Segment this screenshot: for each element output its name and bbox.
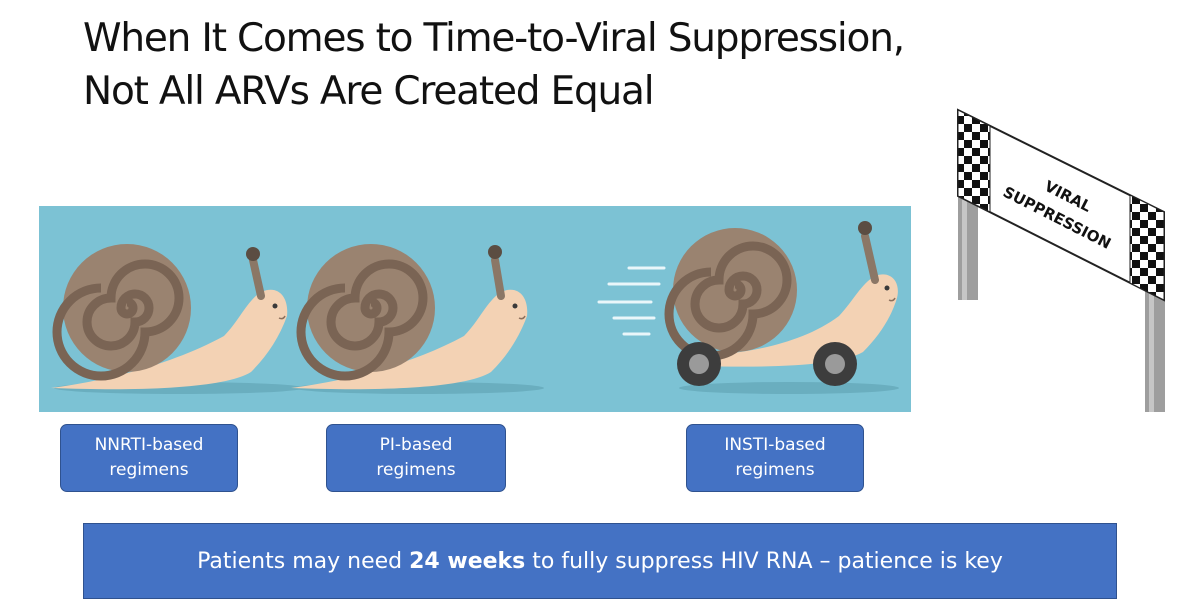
label-pi-regimens: PI-based regimens — [326, 424, 506, 492]
slide-title: When It Comes to Time-to-Viral Suppressi… — [83, 12, 983, 118]
snail-pi — [291, 244, 528, 390]
ground-shadow-3 — [679, 382, 899, 394]
snail-race-scene — [39, 206, 911, 412]
gate-pole-right-highlight — [1149, 230, 1154, 412]
label-insti-line-1: INSTI-based — [724, 435, 826, 455]
gate-pole-left-highlight — [962, 160, 967, 300]
gate-checker-left — [957, 109, 991, 213]
label-nnrti-line-2: regimens — [109, 460, 189, 480]
label-insti-line-2: regimens — [735, 460, 815, 480]
snail-body — [699, 274, 898, 367]
snail-antenna-tip — [488, 245, 502, 259]
label-pi-line-1: PI-based — [379, 435, 453, 455]
snail-antenna — [249, 256, 265, 300]
gate-checker-right — [1129, 194, 1165, 301]
slide-title-line-1: When It Comes to Time-to-Viral Suppressi… — [83, 16, 905, 61]
label-nnrti-line-1: NNRTI-based — [94, 435, 204, 455]
snail-antenna-tip — [246, 247, 260, 261]
label-nnrti-regimens: NNRTI-based regimens — [60, 424, 238, 492]
slide-title-line-2: Not All ARVs Are Created Equal — [83, 69, 655, 114]
snail-antenna — [491, 256, 505, 300]
banner-text-emphasis: 24 weeks — [409, 548, 526, 574]
snail-antenna — [861, 232, 879, 284]
snail-shell — [63, 244, 191, 372]
finish-gate: VIRAL SUPPRESSION — [940, 100, 1180, 430]
snail-shell-spiral — [52, 259, 184, 381]
wheel-back-hub — [689, 354, 709, 374]
label-insti-regimens: INSTI-based regimens — [686, 424, 864, 492]
finish-gate-illustration: VIRAL SUPPRESSION — [957, 108, 1165, 412]
snail-antenna-tip — [858, 221, 872, 235]
snail-shell-spiral — [296, 259, 428, 381]
banner-text-after: to fully suppress HIV RNA – patience is … — [525, 548, 1003, 574]
snail-insti — [664, 221, 898, 386]
snail-shell — [307, 244, 435, 372]
snail-body — [291, 289, 528, 390]
label-pi-line-2: regimens — [376, 460, 456, 480]
key-message-banner: Patients may need 24 weeks to fully supp… — [83, 523, 1117, 599]
snail-eye — [272, 303, 278, 309]
wheel-front-hub — [825, 354, 845, 374]
snail-race-illustration — [51, 221, 899, 394]
snail-smile — [518, 315, 526, 320]
banner-text-before: Patients may need — [197, 548, 410, 574]
snail-nnrti — [51, 244, 288, 390]
snail-eye — [512, 303, 518, 309]
speed-lines — [597, 266, 666, 336]
snail-body — [51, 289, 288, 390]
snail-smile — [888, 297, 896, 302]
snail-eye — [884, 285, 890, 291]
snail-smile — [278, 315, 286, 320]
